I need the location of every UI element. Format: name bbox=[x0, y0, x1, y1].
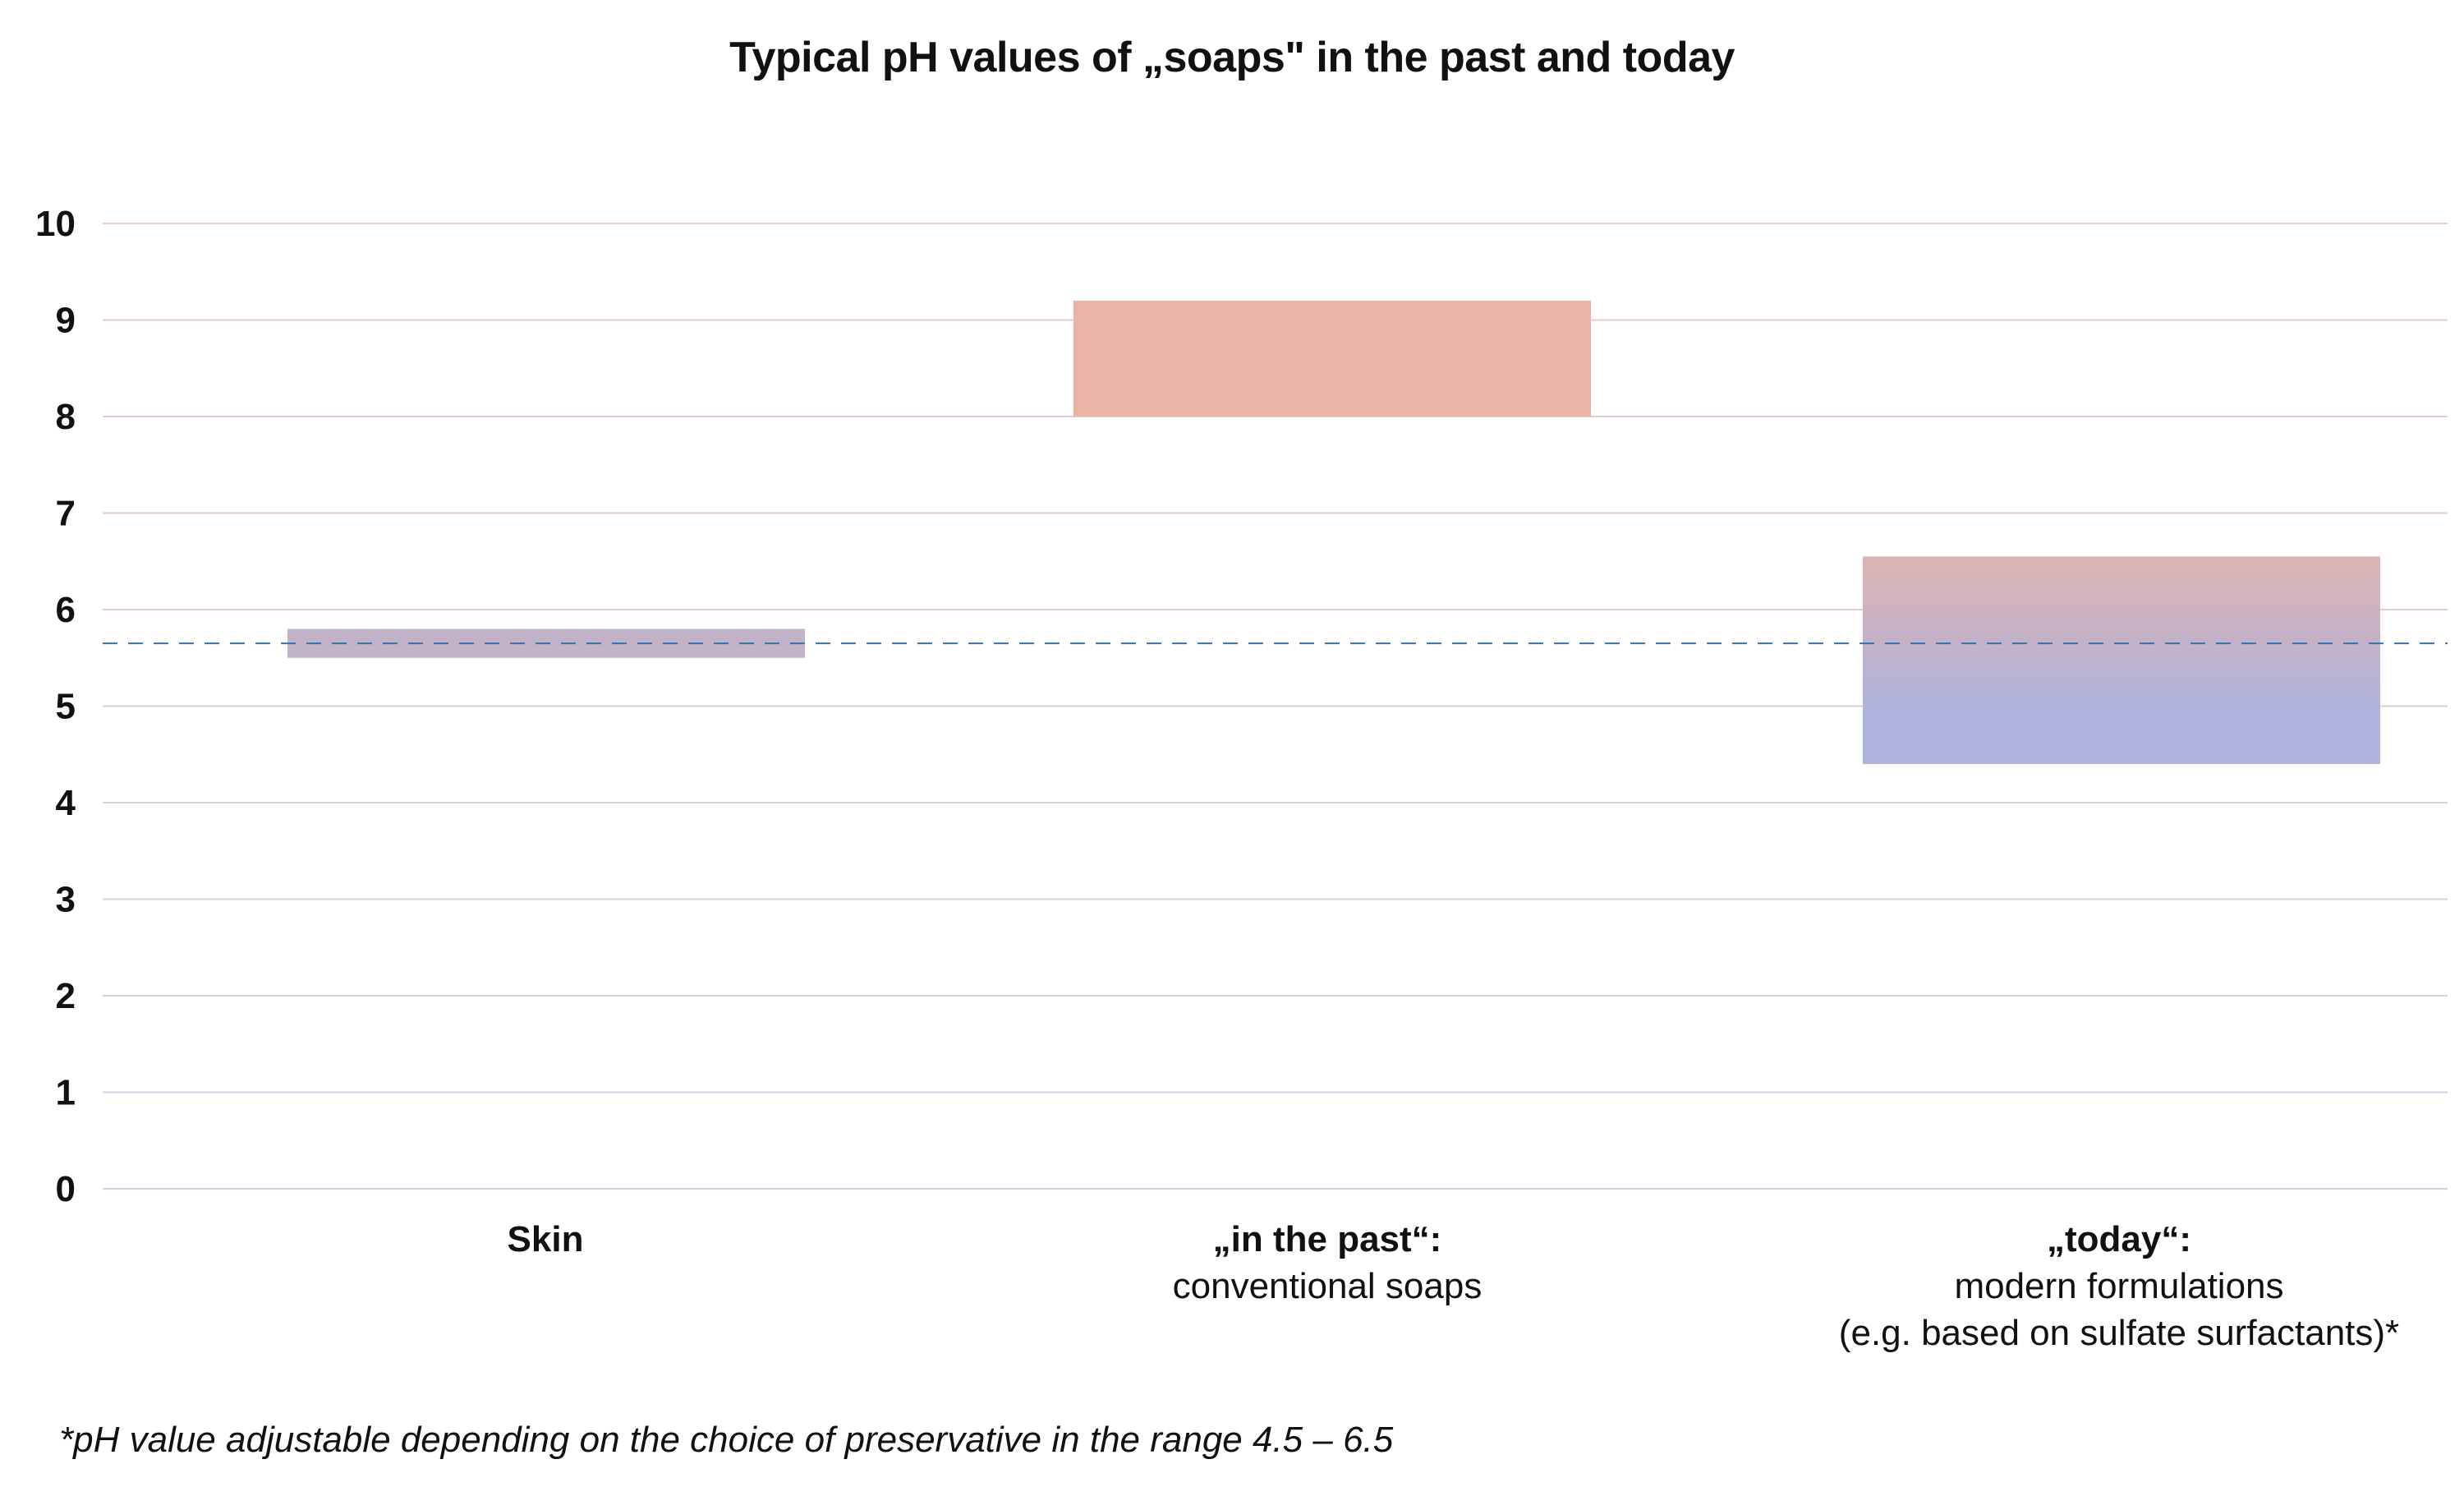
category-label-skin: Skin bbox=[176, 1216, 915, 1263]
y-axis-ticks: 0 1 2 3 4 5 6 7 8 9 10 bbox=[35, 204, 76, 1209]
y-tick-label: 7 bbox=[56, 494, 76, 534]
category-subtitle-detail: (e.g. based on sulfate surfactants)* bbox=[1838, 1313, 2400, 1353]
y-tick-label: 1 bbox=[56, 1073, 76, 1113]
y-tick-label: 6 bbox=[56, 590, 76, 630]
footnote: *pH value adjustable depending on the ch… bbox=[59, 1420, 1394, 1460]
category-label-today: „today“: modern formulations (e.g. based… bbox=[1749, 1216, 2464, 1356]
category-label-past: „in the past“: conventional soaps bbox=[958, 1216, 1697, 1310]
category-title: Skin bbox=[507, 1219, 584, 1259]
y-tick-label: 5 bbox=[56, 687, 76, 727]
category-title: „in the past“: bbox=[1212, 1219, 1442, 1259]
y-tick-label: 3 bbox=[56, 880, 76, 920]
bar-today bbox=[1863, 556, 2380, 764]
category-subtitle: modern formulations bbox=[1954, 1266, 2284, 1306]
y-tick-label: 2 bbox=[56, 976, 76, 1016]
category-title: „today“: bbox=[2047, 1219, 2191, 1259]
y-tick-label: 0 bbox=[56, 1169, 76, 1209]
y-tick-label: 8 bbox=[56, 397, 76, 437]
y-tick-label: 9 bbox=[56, 301, 76, 341]
y-tick-label: 10 bbox=[35, 204, 76, 244]
y-tick-label: 4 bbox=[56, 783, 76, 823]
range-bars bbox=[287, 301, 2380, 764]
chart-title: Typical pH values of „soaps" in the past… bbox=[729, 34, 1735, 81]
category-subtitle: conventional soaps bbox=[1172, 1266, 1483, 1306]
bar-past bbox=[1073, 301, 1591, 417]
